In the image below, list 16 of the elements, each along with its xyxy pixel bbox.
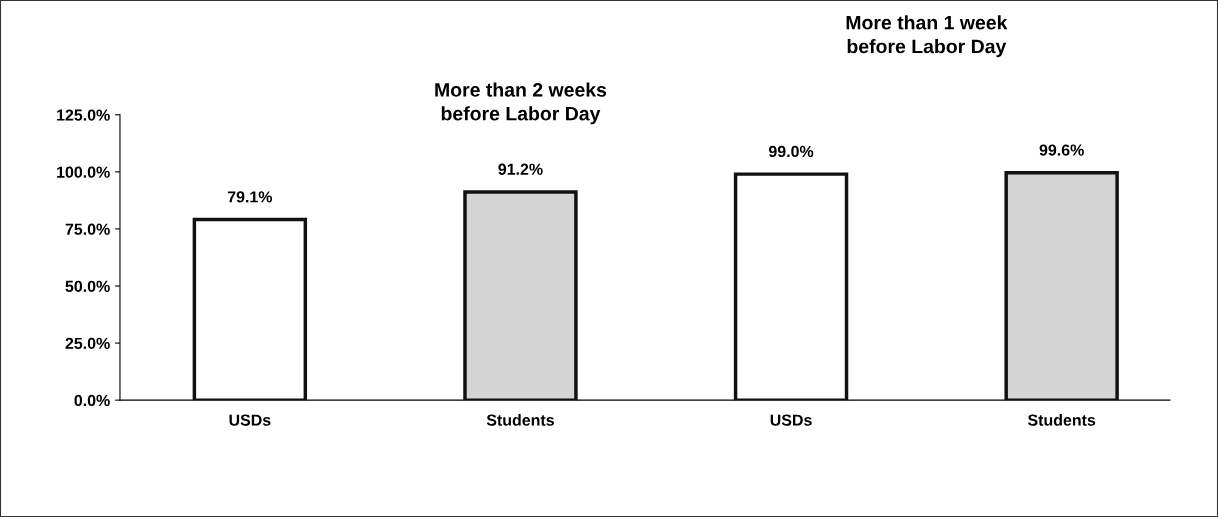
- text: More than 1 week before Labor Day: [846, 15, 1008, 58]
- annotation: More than 2 weeks before Labor Day: [435, 82, 607, 125]
- data-label: 91.2%: [498, 163, 543, 175]
- y-tick-label: 75.0%: [65, 223, 110, 235]
- y-tick-label: 0.0%: [74, 394, 110, 407]
- y-tick-label: 125.0%: [57, 109, 110, 121]
- y-tick-label: 50.0%: [65, 280, 110, 292]
- data-label: 99.6%: [1039, 144, 1084, 156]
- y-tick-label: 100.0%: [57, 166, 110, 178]
- data-label: 99.0%: [768, 145, 814, 158]
- y-tick-label: 25.0%: [65, 337, 110, 350]
- x-tick-label: USDs: [229, 414, 271, 426]
- data-label: 79.1%: [227, 191, 273, 203]
- x-tick-label: Students: [1027, 414, 1096, 426]
- x-tick-label: USDs: [770, 414, 812, 426]
- x-tick-label: Students: [486, 414, 554, 426]
